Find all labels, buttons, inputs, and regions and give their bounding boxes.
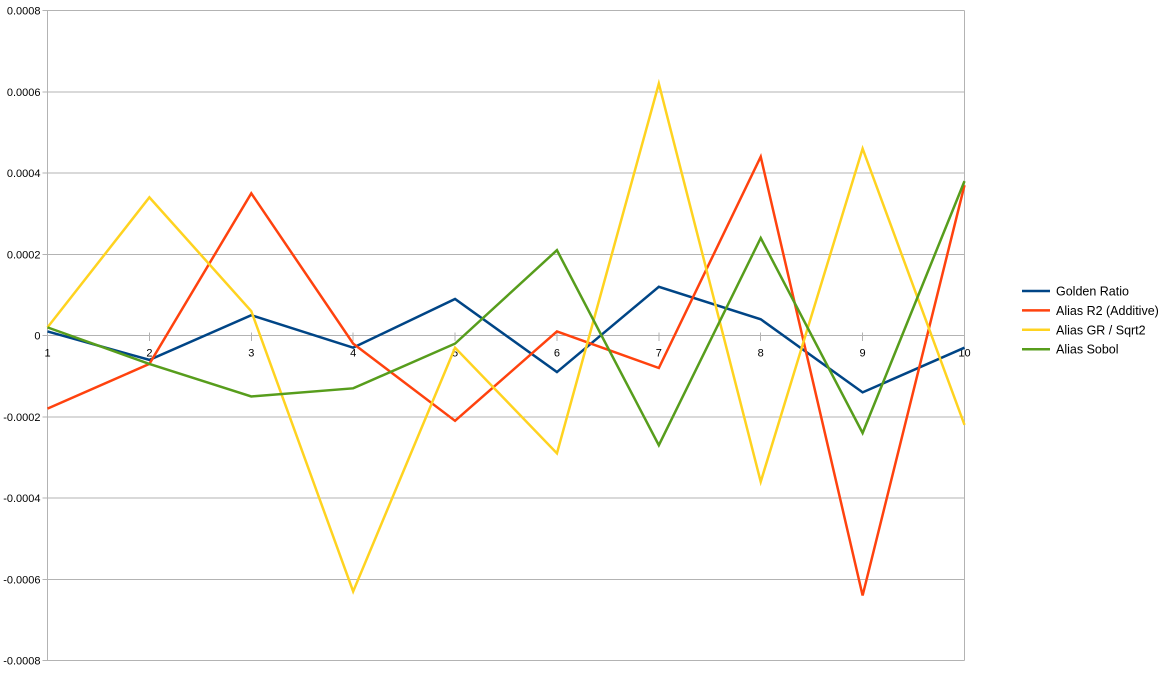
legend-label: Alias GR / Sqrt2 — [1056, 323, 1146, 337]
legend: Golden Ratio Alias R2 (Additive) Alias GR … — [1022, 285, 1159, 357]
x-tick-label: 8 — [758, 348, 764, 360]
legend-entry: Alias R2 (Additive) — [1022, 304, 1159, 318]
y-tick-label: 0.0004 — [7, 168, 41, 180]
y-tick-label: 0 — [34, 331, 40, 343]
y-tick-label: -0.0004 — [3, 493, 40, 505]
y-tick-label: 0.0006 — [7, 87, 41, 99]
x-tick-label: 9 — [860, 348, 866, 360]
series-line-alias-sobol — [47, 180, 966, 448]
y-tick-label: -0.0006 — [3, 574, 40, 586]
x-tick-label: 5 — [452, 348, 458, 360]
series-line-alias-gr-sqrt2 — [46, 78, 966, 595]
y-tick-label: -0.0008 — [3, 656, 40, 668]
x-tick-label: 3 — [248, 348, 254, 360]
x-tick-label: 7 — [656, 348, 662, 360]
series-line-alias-r2-additive- — [46, 153, 966, 596]
legend-entry: Alias GR / Sqrt2 — [1022, 323, 1146, 337]
y-tick-label: 0.0008 — [7, 6, 41, 18]
x-tick-label: 10 — [958, 348, 970, 360]
x-tick-label: 6 — [554, 348, 560, 360]
legend-label: Golden Ratio — [1056, 285, 1129, 299]
y-tick-label: -0.0002 — [3, 412, 40, 424]
legend-entry: Alias Sobol — [1022, 343, 1119, 357]
legend-entry: Golden Ratio — [1022, 285, 1129, 299]
x-tick-label: 1 — [44, 348, 50, 360]
legend-label: Alias R2 (Additive) — [1056, 304, 1159, 318]
legend-label: Alias Sobol — [1056, 343, 1119, 357]
series-line-golden-ratio — [47, 285, 966, 394]
x-tick-label: 2 — [146, 348, 152, 360]
y-tick-label: 0.0002 — [7, 249, 41, 261]
x-tick-label: 4 — [350, 348, 356, 360]
